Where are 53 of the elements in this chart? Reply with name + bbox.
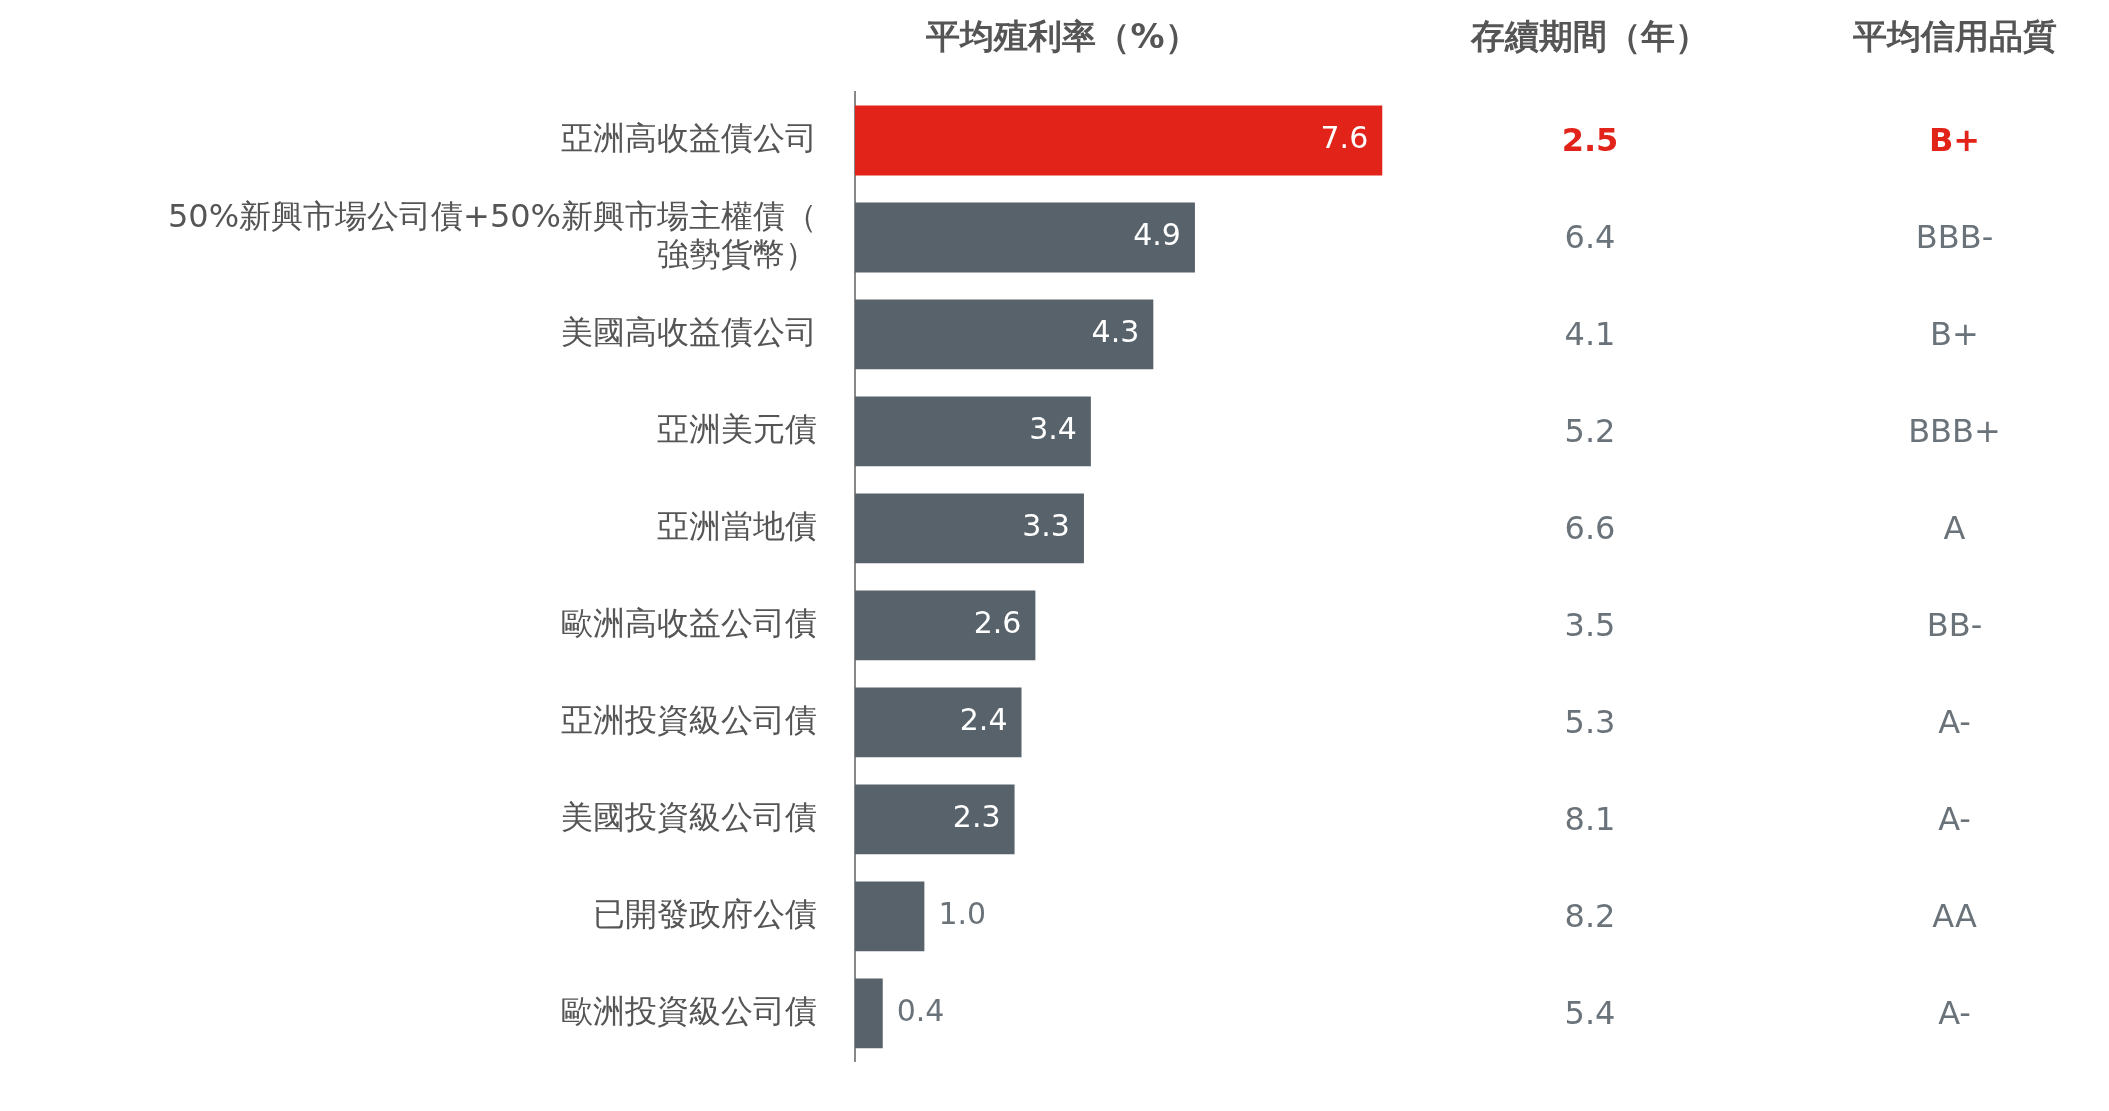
bar (855, 202, 1195, 273)
chart-title: 平均殖利率（%） (926, 15, 1199, 58)
data-label: 2.3 (952, 799, 1001, 835)
text: BBB+ (1908, 412, 2001, 451)
y-tick-label: 歐洲高收益公司債 (561, 603, 817, 642)
text: A- (1938, 800, 1971, 839)
text: BB- (1926, 606, 1983, 645)
data-label: 1.0 (938, 896, 987, 932)
y-tick-label: 亞洲美元債 (657, 409, 817, 448)
text: 8.2 (1564, 897, 1616, 936)
text: A- (1938, 703, 1971, 742)
text: 5.2 (1564, 412, 1616, 451)
text: 存續期間（年） (1471, 15, 1709, 58)
data-label: 4.9 (1133, 217, 1181, 253)
data-label: 0.4 (896, 993, 945, 1029)
data-label: 3.4 (1029, 411, 1077, 447)
text: B+ (1930, 315, 1979, 354)
y-tick-label: 歐洲投資級公司債 (561, 991, 817, 1030)
bar (855, 784, 1015, 855)
text: 6.4 (1564, 218, 1616, 257)
text: 5.3 (1564, 703, 1616, 742)
y-tick-label: 亞洲高收益債公司 (561, 118, 817, 157)
y-tick-label: 美國高收益債公司 (561, 312, 817, 351)
text: 平均信用品質 (1852, 15, 2057, 58)
text: 5.4 (1564, 994, 1616, 1033)
text: A- (1938, 994, 1971, 1033)
bar (855, 493, 1084, 564)
bar (855, 396, 1091, 467)
text: A (1943, 509, 1966, 548)
text: 4.1 (1564, 315, 1616, 354)
text: 3.5 (1564, 606, 1616, 645)
data-label: 3.3 (1022, 508, 1070, 544)
text: B+ (1928, 121, 1981, 160)
data-label: 4.3 (1091, 314, 1140, 350)
text: AA (1932, 897, 1977, 936)
y-tick-label: 50%新興市場公司債+50%新興市場主權債（強勢貨幣） (167, 196, 817, 273)
text: 8.1 (1564, 800, 1616, 839)
y-tick-label: 美國投資級公司債 (561, 797, 817, 836)
data-label: 2.6 (973, 605, 1022, 641)
bar (855, 978, 883, 1049)
y-tick-label: 亞洲投資級公司債 (561, 700, 817, 739)
data-label: 2.4 (959, 702, 1008, 738)
y-tick-label: 亞洲當地債 (657, 506, 817, 545)
text: 2.5 (1561, 121, 1619, 160)
text: 6.6 (1564, 509, 1616, 548)
bar (855, 687, 1022, 758)
bar (855, 299, 1154, 370)
data-label: 7.6 (1320, 120, 1369, 156)
bar (855, 105, 1383, 176)
bar (855, 590, 1036, 661)
text: BBB- (1915, 218, 1994, 257)
bar (855, 881, 925, 952)
y-tick-label: 已開發政府公債 (593, 894, 817, 933)
